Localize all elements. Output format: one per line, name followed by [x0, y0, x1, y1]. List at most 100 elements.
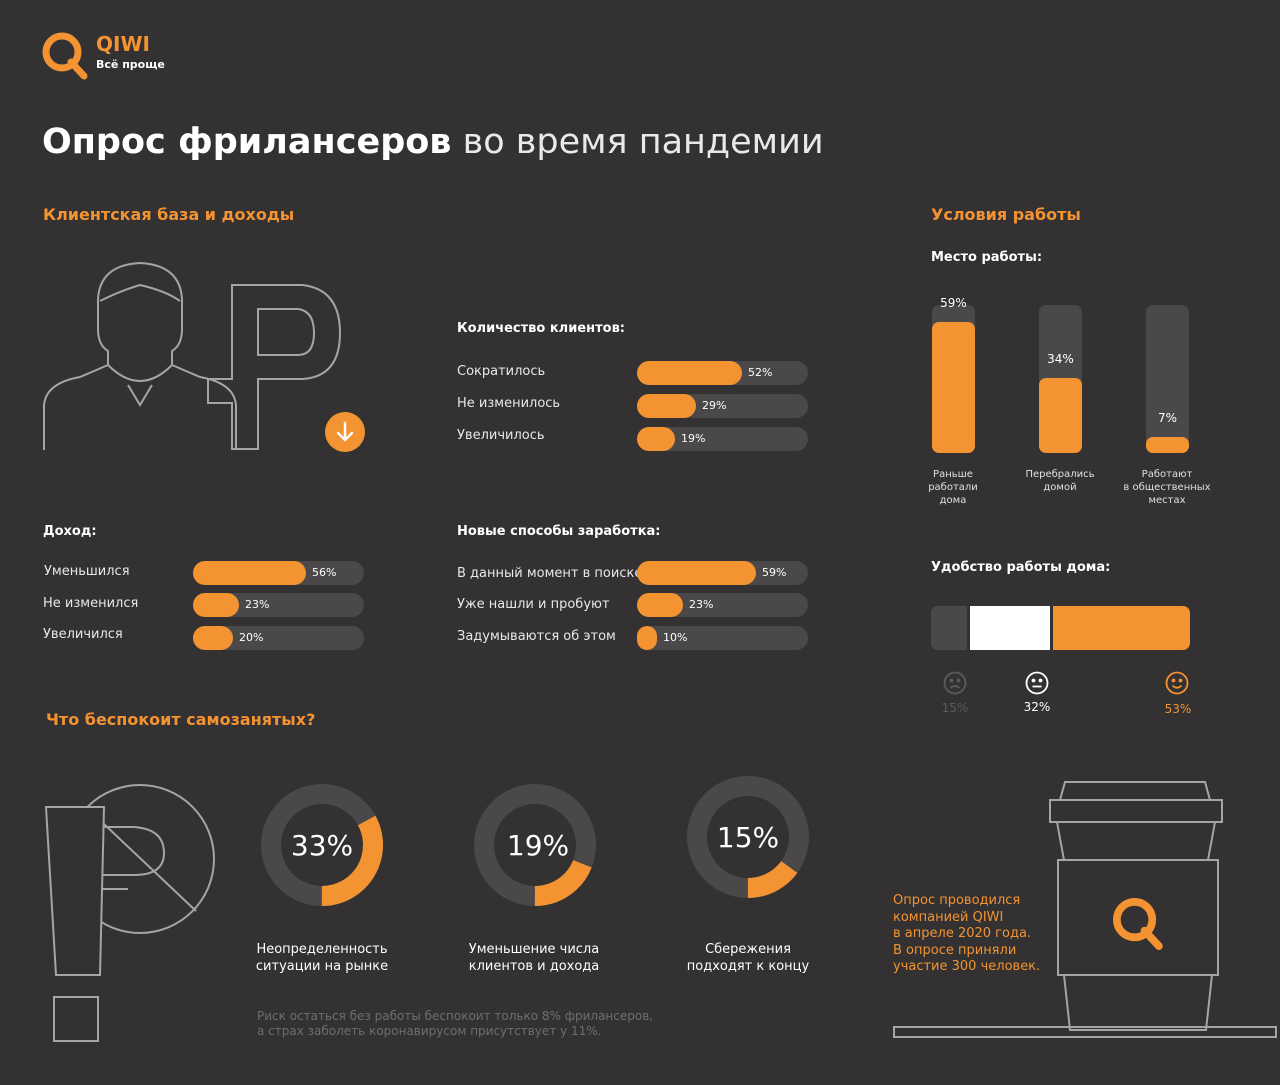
- income-bar-track-1: 23%: [193, 593, 364, 617]
- earning-bar-2: [637, 626, 657, 650]
- workplace-bar-label-0: 59%: [940, 296, 967, 310]
- section-work-conditions: Условия работы: [931, 205, 1081, 224]
- earning-bar-label-2: 10%: [663, 631, 688, 644]
- coffee-cup-illustration: [893, 781, 1277, 1038]
- earning-chart: В данный момент в поиске Уже нашли и про…: [457, 560, 817, 660]
- survey-note-line-1: компанией QIWI: [893, 909, 1004, 925]
- donut-caption-2-line-0: Сбережения: [705, 942, 791, 957]
- page-title-thin: во время пандемии: [462, 122, 824, 162]
- sad-face-icon: [943, 671, 967, 695]
- survey-note-line-3: В опросе приняли: [893, 942, 1017, 958]
- income-label-2: Увеличился: [43, 627, 123, 642]
- workplace-caption-2-line-0: Работают: [1141, 469, 1193, 480]
- qiwi-logo-icon: [42, 32, 88, 80]
- comfort-segment-happy: [1053, 606, 1190, 650]
- clients-label-0: Сократилось: [457, 364, 546, 379]
- earning-bar-track-1: 23%: [637, 593, 808, 617]
- clients-chart: Сократилось Не изменилось Увеличилось 52…: [457, 360, 817, 460]
- survey-note: Опрос проводился компанией QIWI в апреле…: [893, 893, 1040, 976]
- earning-label-2: Задумываются об этом: [457, 629, 616, 644]
- section-clients-income: Клиентская база и доходы: [43, 205, 295, 224]
- survey-note-line-0: Опрос проводился: [893, 893, 1021, 908]
- donut-caption-1-line-0: Уменьшение числа: [468, 942, 600, 957]
- clients-bar-2: [637, 427, 675, 451]
- workplace-bar-0: [932, 322, 975, 453]
- worry-illustration: [44, 784, 215, 1042]
- workplace-bar-2: [1146, 437, 1189, 453]
- footnote-line-0: Риск остаться без работы беспокоит тольк…: [257, 1009, 654, 1023]
- workplace-caption-2: Работают в общественных местах: [1117, 468, 1217, 507]
- workplace-bar-track-0: [932, 305, 975, 453]
- section-worries: Что беспокоит самозанятых?: [46, 710, 316, 729]
- workplace-caption-2-line-1: в общественных: [1123, 482, 1211, 493]
- donut-caption-0-line-0: Неопределенность: [256, 942, 388, 957]
- workplace-caption-2-line-2: местах: [1148, 495, 1186, 506]
- donut-caption-1: Уменьшение числа клиентов и дохода: [449, 941, 619, 975]
- clients-chart-title: Количество клиентов:: [457, 321, 625, 336]
- clients-label-2: Увеличилось: [457, 428, 545, 443]
- income-bar-label-2: 20%: [239, 631, 264, 644]
- comfort-segment-sad: [931, 606, 967, 650]
- page-title-bold: Опрос фрилансеров: [42, 122, 452, 162]
- donut-caption-0-line-1: ситуации на рынке: [255, 959, 389, 974]
- donut-caption-2-line-1: подходят к концу: [686, 959, 810, 974]
- earning-bar-label-1: 23%: [689, 598, 714, 611]
- workplace-bar-track-2: [1146, 305, 1189, 453]
- earning-bar-track-2: 10%: [637, 626, 808, 650]
- income-chart: Уменьшился Не изменился Увеличился 56% 2…: [43, 560, 373, 660]
- earning-chart-title: Новые способы заработка:: [457, 524, 661, 539]
- clients-bar-track-1: 29%: [637, 394, 808, 418]
- income-bar-1: [193, 593, 239, 617]
- neutral-face-icon: [1025, 671, 1049, 695]
- clients-bar-track-2: 19%: [637, 427, 808, 451]
- clients-label-1: Не изменилось: [457, 396, 561, 411]
- workplace-caption-0: Раньше работали дома: [903, 468, 1003, 507]
- workplace-caption-0-line-2: дома: [939, 495, 967, 506]
- comfort-stacked-bar: [931, 606, 1191, 650]
- clients-bar-label-2: 19%: [681, 432, 706, 445]
- income-label-0: Уменьшился: [44, 564, 130, 579]
- donut-chart-0: [261, 784, 383, 906]
- donut-chart-1: [474, 784, 596, 906]
- workplace-bar-1: [1039, 378, 1082, 453]
- donut-value-0: 33%: [290, 829, 354, 862]
- income-bar-track-2: 20%: [193, 626, 364, 650]
- earning-bar-label-0: 59%: [762, 566, 787, 579]
- comfort-label-happy: 53%: [1164, 702, 1192, 716]
- brand-name: QIWI: [96, 32, 150, 56]
- clients-bar-track-0: 52%: [637, 361, 808, 385]
- down-arrow-icon: [325, 412, 365, 452]
- comfort-chart-title: Удобство работы дома:: [931, 560, 1111, 575]
- footnote: Риск остаться без работы беспокоит тольк…: [257, 1009, 653, 1039]
- freelancer-illustration: [43, 261, 342, 450]
- income-bar-0: [193, 561, 306, 585]
- income-bar-track-0: 56%: [193, 561, 364, 585]
- donut-chart-2: [687, 776, 809, 898]
- workplace-caption-1: Перебрались домой: [1010, 468, 1110, 494]
- income-label-1: Не изменился: [43, 596, 139, 611]
- donut-value-2: 15%: [716, 821, 780, 854]
- brand-tagline: Всё проще: [96, 58, 165, 71]
- workplace-caption-1-line-0: Перебрались: [1025, 469, 1095, 480]
- earning-bar-track-0: 59%: [637, 561, 808, 585]
- workplace-caption-0-line-0: Раньше: [933, 469, 973, 480]
- footnote-line-1: а страх заболеть коронавирусом присутств…: [257, 1024, 602, 1038]
- workplace-caption-1-line-1: домой: [1043, 482, 1077, 493]
- earning-bar-0: [637, 561, 756, 585]
- income-bar-label-0: 56%: [312, 566, 337, 579]
- donut-caption-1-line-1: клиентов и дохода: [468, 959, 600, 974]
- comfort-label-sad: 15%: [941, 701, 969, 715]
- earning-label-1: Уже нашли и пробуют: [457, 597, 610, 612]
- page-title: Опрос фрилансеров во время пандемии: [42, 122, 824, 162]
- income-bar-label-1: 23%: [245, 598, 270, 611]
- donut-value-1: 19%: [506, 829, 570, 862]
- workplace-bar-label-2: 7%: [1157, 411, 1178, 425]
- workplace-caption-0-line-1: работали: [928, 482, 978, 493]
- workplace-bar-track-1: [1039, 305, 1082, 453]
- qiwi-logo[interactable]: QIWI Всё проще: [38, 28, 178, 84]
- clients-bar-0: [637, 361, 742, 385]
- income-bar-2: [193, 626, 233, 650]
- donut-caption-0: Неопределенность ситуации на рынке: [237, 941, 407, 975]
- earning-bar-1: [637, 593, 683, 617]
- income-chart-title: Доход:: [43, 524, 97, 539]
